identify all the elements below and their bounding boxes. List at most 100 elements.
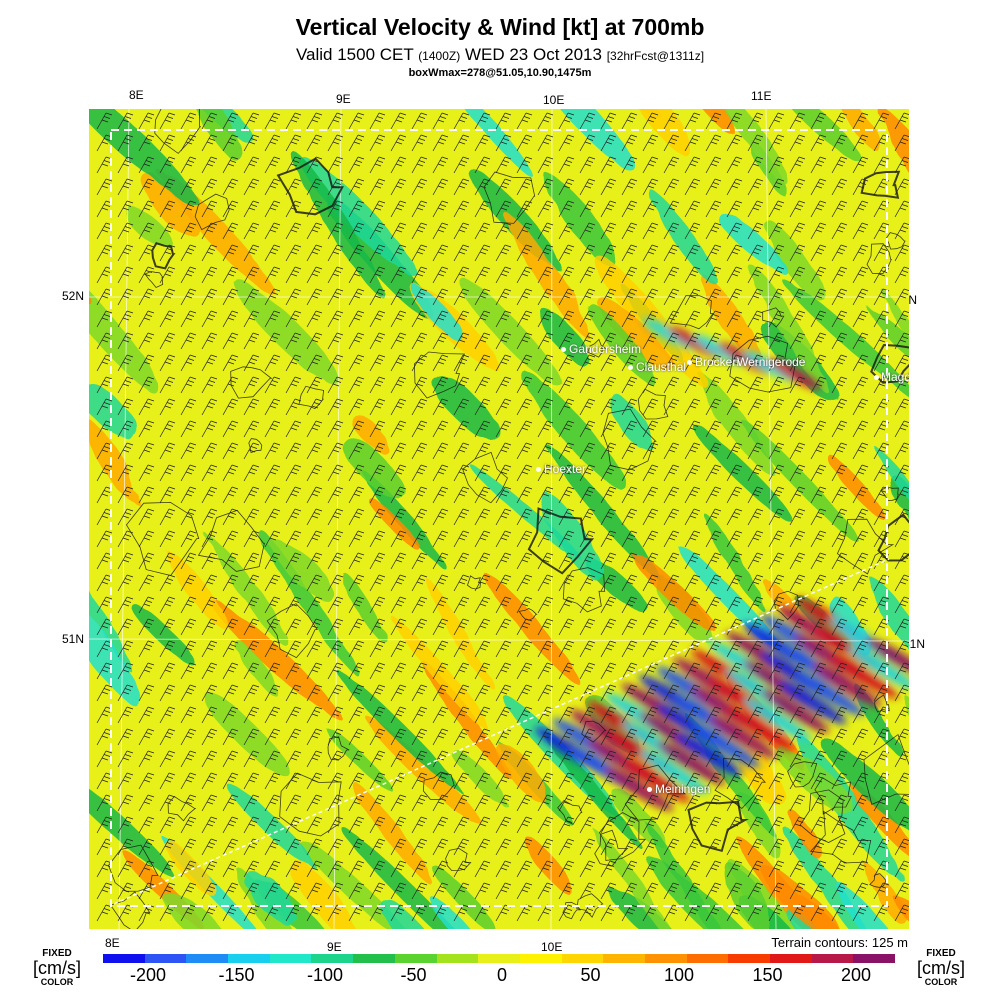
barb-shaft	[516, 178, 527, 196]
wind-barb	[558, 156, 575, 174]
barb-flag	[185, 207, 193, 211]
barb-shaft	[894, 112, 905, 130]
barb-shaft	[432, 112, 443, 130]
terrain-contour	[230, 366, 273, 399]
barb-flag	[502, 160, 510, 163]
velocity-map: Gandersheim Clausthal Brocken Wernigerod…	[89, 109, 909, 929]
barb-flag	[105, 178, 113, 182]
barb-flag	[355, 182, 363, 185]
barb-flag	[208, 160, 216, 163]
velocity-cell	[779, 109, 861, 160]
barb-shaft	[537, 178, 548, 196]
barb-shaft	[894, 156, 905, 174]
barb-flag	[817, 116, 825, 119]
velocity-bands	[89, 109, 909, 929]
chart-title: Vertical Velocity & Wind [kt] at 700mb	[295, 14, 705, 40]
wind-barb	[894, 134, 909, 152]
wind-barb	[306, 112, 323, 130]
barb-flag	[294, 178, 302, 182]
barb-flag	[777, 200, 785, 204]
barb-flag	[691, 138, 699, 141]
barb-flag	[819, 134, 827, 138]
wind-barb	[222, 112, 239, 130]
wind-barb	[285, 156, 302, 174]
barb-flag	[479, 185, 487, 189]
barb-shaft	[306, 156, 317, 174]
barb-shaft	[831, 156, 842, 174]
velocity-cell	[715, 209, 784, 270]
barb-flag	[710, 185, 718, 189]
barb-flag	[353, 163, 361, 167]
wind-barb	[726, 200, 743, 218]
barb-flag	[290, 141, 298, 145]
barb-shaft	[222, 156, 233, 174]
barb-flag	[630, 112, 638, 116]
barb-flag	[607, 138, 615, 141]
barb-flag	[355, 204, 363, 207]
barb-flag	[248, 207, 256, 211]
barb-flag	[206, 207, 214, 211]
barb-shaft	[411, 178, 422, 196]
terrain-contour	[624, 764, 686, 821]
barb-flag	[546, 156, 554, 160]
barb-shaft	[474, 200, 485, 218]
barb-flag	[630, 156, 638, 160]
barb-flag	[145, 116, 153, 119]
velocity-cell	[878, 109, 909, 217]
barb-flag	[773, 119, 781, 123]
velocity-cell	[868, 577, 909, 661]
barb-flag	[903, 112, 909, 116]
barb-flag	[336, 156, 344, 160]
barb-flag	[441, 134, 449, 138]
barb-flag	[542, 207, 550, 211]
barb-flag	[584, 141, 592, 145]
barb-shaft	[306, 134, 317, 152]
barb-flag	[229, 138, 237, 141]
barb-flag	[397, 204, 405, 207]
barb-shaft	[348, 112, 359, 130]
barb-flag	[752, 141, 760, 145]
terrain-contour	[466, 575, 482, 590]
box-wmax-label: boxWmax=278@51.05,10.90,1475m	[408, 67, 592, 79]
barb-flag	[311, 141, 319, 145]
barb-flag	[523, 160, 531, 163]
barb-flag	[315, 156, 323, 160]
barb-flag	[563, 141, 571, 145]
barb-shaft	[600, 112, 611, 130]
meridian-line	[550, 109, 553, 929]
velocity-cell	[482, 570, 581, 685]
barb-flag	[523, 204, 531, 207]
barb-flag	[357, 156, 365, 160]
wind-barb	[663, 112, 680, 130]
wind-barb	[768, 112, 785, 130]
barb-flag	[651, 112, 659, 116]
wind-barb	[516, 156, 533, 174]
barb-shaft	[243, 200, 254, 218]
barb-flag	[775, 204, 783, 207]
barb-shaft	[747, 178, 758, 196]
barb-flag	[437, 141, 445, 145]
barb-flag	[147, 134, 155, 138]
wind-barb	[579, 134, 596, 152]
barb-flag	[481, 204, 489, 207]
barb-flag	[773, 185, 781, 189]
wind-barb	[852, 112, 869, 130]
wind-barb	[600, 200, 617, 218]
wind-barb	[117, 178, 134, 196]
barb-flag	[292, 204, 300, 207]
barb-flag	[292, 160, 300, 163]
barb-flag	[672, 200, 680, 204]
barb-flag	[880, 116, 888, 119]
barb-shaft	[768, 156, 779, 174]
velocity-cell	[865, 866, 909, 929]
wind-barb	[642, 156, 659, 174]
barb-flag	[334, 182, 342, 185]
wind-barb	[348, 112, 365, 130]
barb-flag	[735, 200, 743, 204]
barb-flag	[861, 178, 869, 182]
barb-flag	[584, 207, 592, 211]
wind-barb	[705, 112, 722, 130]
barb-flag	[819, 112, 827, 116]
barb-shaft	[285, 112, 296, 130]
barb-shaft	[495, 200, 506, 218]
